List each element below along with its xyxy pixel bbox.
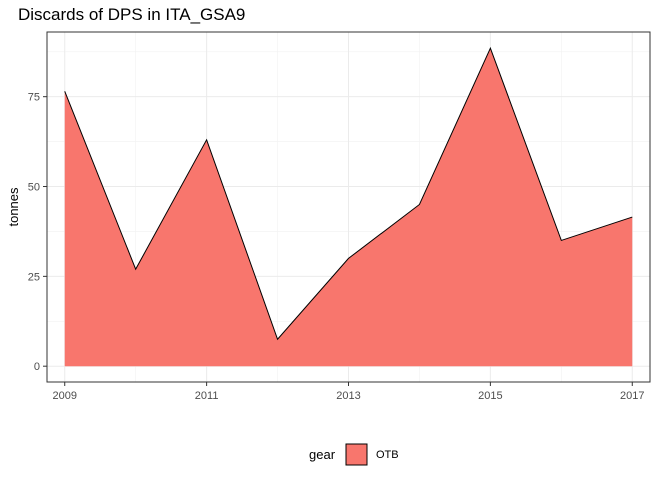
x-tick-label: 2013 [336,390,360,402]
y-tick-label: 50 [28,182,40,194]
legend: gear OTB [309,443,399,466]
y-axis-ticks: 0 25 50 75 [28,92,47,373]
chart-title: Discards of DPS in ITA_GSA9 [18,5,246,24]
y-tick-label: 75 [28,92,40,104]
legend-key-otb [345,443,368,466]
y-tick-label: 0 [34,361,40,373]
x-tick-label: 2011 [195,390,219,402]
area-layer [64,46,633,367]
area-series-otb [64,48,633,367]
y-tick-label: 25 [28,271,40,283]
legend-label-otb: OTB [376,449,399,461]
x-tick-label: 2009 [52,390,76,402]
x-axis-ticks: 2009 2011 2013 2015 2017 [52,382,645,402]
x-tick-label: 2017 [620,390,644,402]
x-tick-label: 2015 [478,390,502,402]
area-outline-otb [64,46,633,341]
legend-title: gear [309,447,336,462]
y-axis-label: tonnes [6,187,21,227]
